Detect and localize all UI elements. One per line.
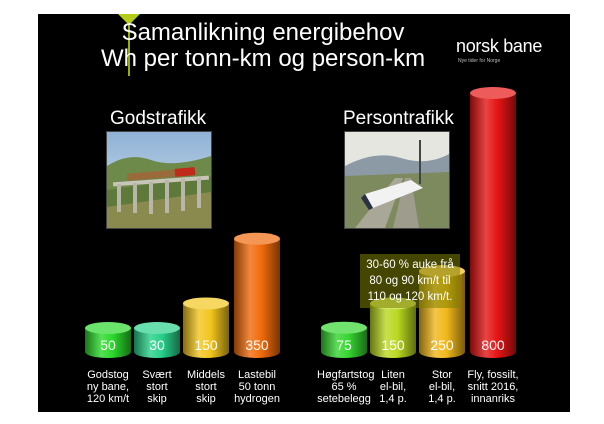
bar-4: 350 (234, 232, 280, 358)
bar-top (234, 232, 280, 245)
freight-train-photo (106, 131, 212, 229)
category-label: Høgfartstog 65 % setebelegg (317, 369, 375, 405)
bar-1: 50 (85, 322, 131, 358)
bar-value-label: 50 (100, 337, 116, 353)
bar-top (183, 297, 229, 310)
category-label: Godstog ny bane, 120 km/t (86, 369, 130, 405)
bar-top (321, 321, 367, 334)
slide-title-line-2: Wh per tonn-km og person-km (100, 45, 426, 72)
norsk-bane-logo: norsk bane Nye tider for Norge (456, 36, 542, 64)
bar-body (321, 327, 367, 358)
bar-top (85, 322, 131, 334)
bar-value-label: 75 (336, 337, 352, 353)
slide-title-line-1: Samanlikning energibehov (121, 19, 405, 46)
category-label: Liten el-bil, 1,4 p. (379, 369, 407, 405)
category-label: Svært stort skip (142, 369, 172, 405)
slide: Samanlikning energibehov Wh per tonn-km … (38, 14, 570, 412)
bar-2: 30 (134, 322, 180, 358)
bar-value-label: 150 (381, 337, 405, 353)
section-title-godstrafikk: Godstrafikk (110, 108, 207, 129)
high-speed-train-photo (344, 131, 450, 229)
category-label: Stor el-bil, 1,4 p. (428, 369, 456, 405)
bar-body (370, 303, 416, 358)
bar-top (470, 87, 516, 99)
bar-value-label: 150 (194, 337, 218, 353)
category-label: Lastebil 50 tonn hydrogen (234, 369, 280, 405)
accent-line (128, 14, 130, 76)
accent-triangle-icon (118, 14, 140, 25)
category-label: Middels stort skip (187, 369, 225, 405)
bar-body (470, 93, 516, 358)
bar-value-label: 350 (245, 337, 269, 353)
bar-top (134, 322, 180, 334)
category-label: Fly, fossilt, snitt 2016, innanriks (467, 369, 519, 405)
bar-value-label: 250 (430, 337, 454, 353)
speed-increase-note: 30-60 % auke frå 80 og 90 km/t til 110 o… (360, 254, 460, 308)
bar-body (134, 328, 180, 358)
logo-name: norsk bane (456, 36, 543, 56)
bar-value-label: 800 (481, 337, 505, 353)
bar-8: 800 (470, 87, 516, 358)
bar-body (183, 303, 229, 358)
energy-bar-chart: 50 30 150 350 75 150 250 800 (85, 87, 516, 358)
logo-tagline: Nye tider for Norge (458, 58, 501, 64)
bar-5: 75 (321, 321, 367, 358)
bar-body (85, 328, 131, 358)
bar-body (234, 238, 280, 358)
section-title-persontrafikk: Persontrafikk (343, 108, 454, 129)
bar-value-label: 30 (149, 337, 165, 353)
bar-3: 150 (183, 297, 229, 358)
